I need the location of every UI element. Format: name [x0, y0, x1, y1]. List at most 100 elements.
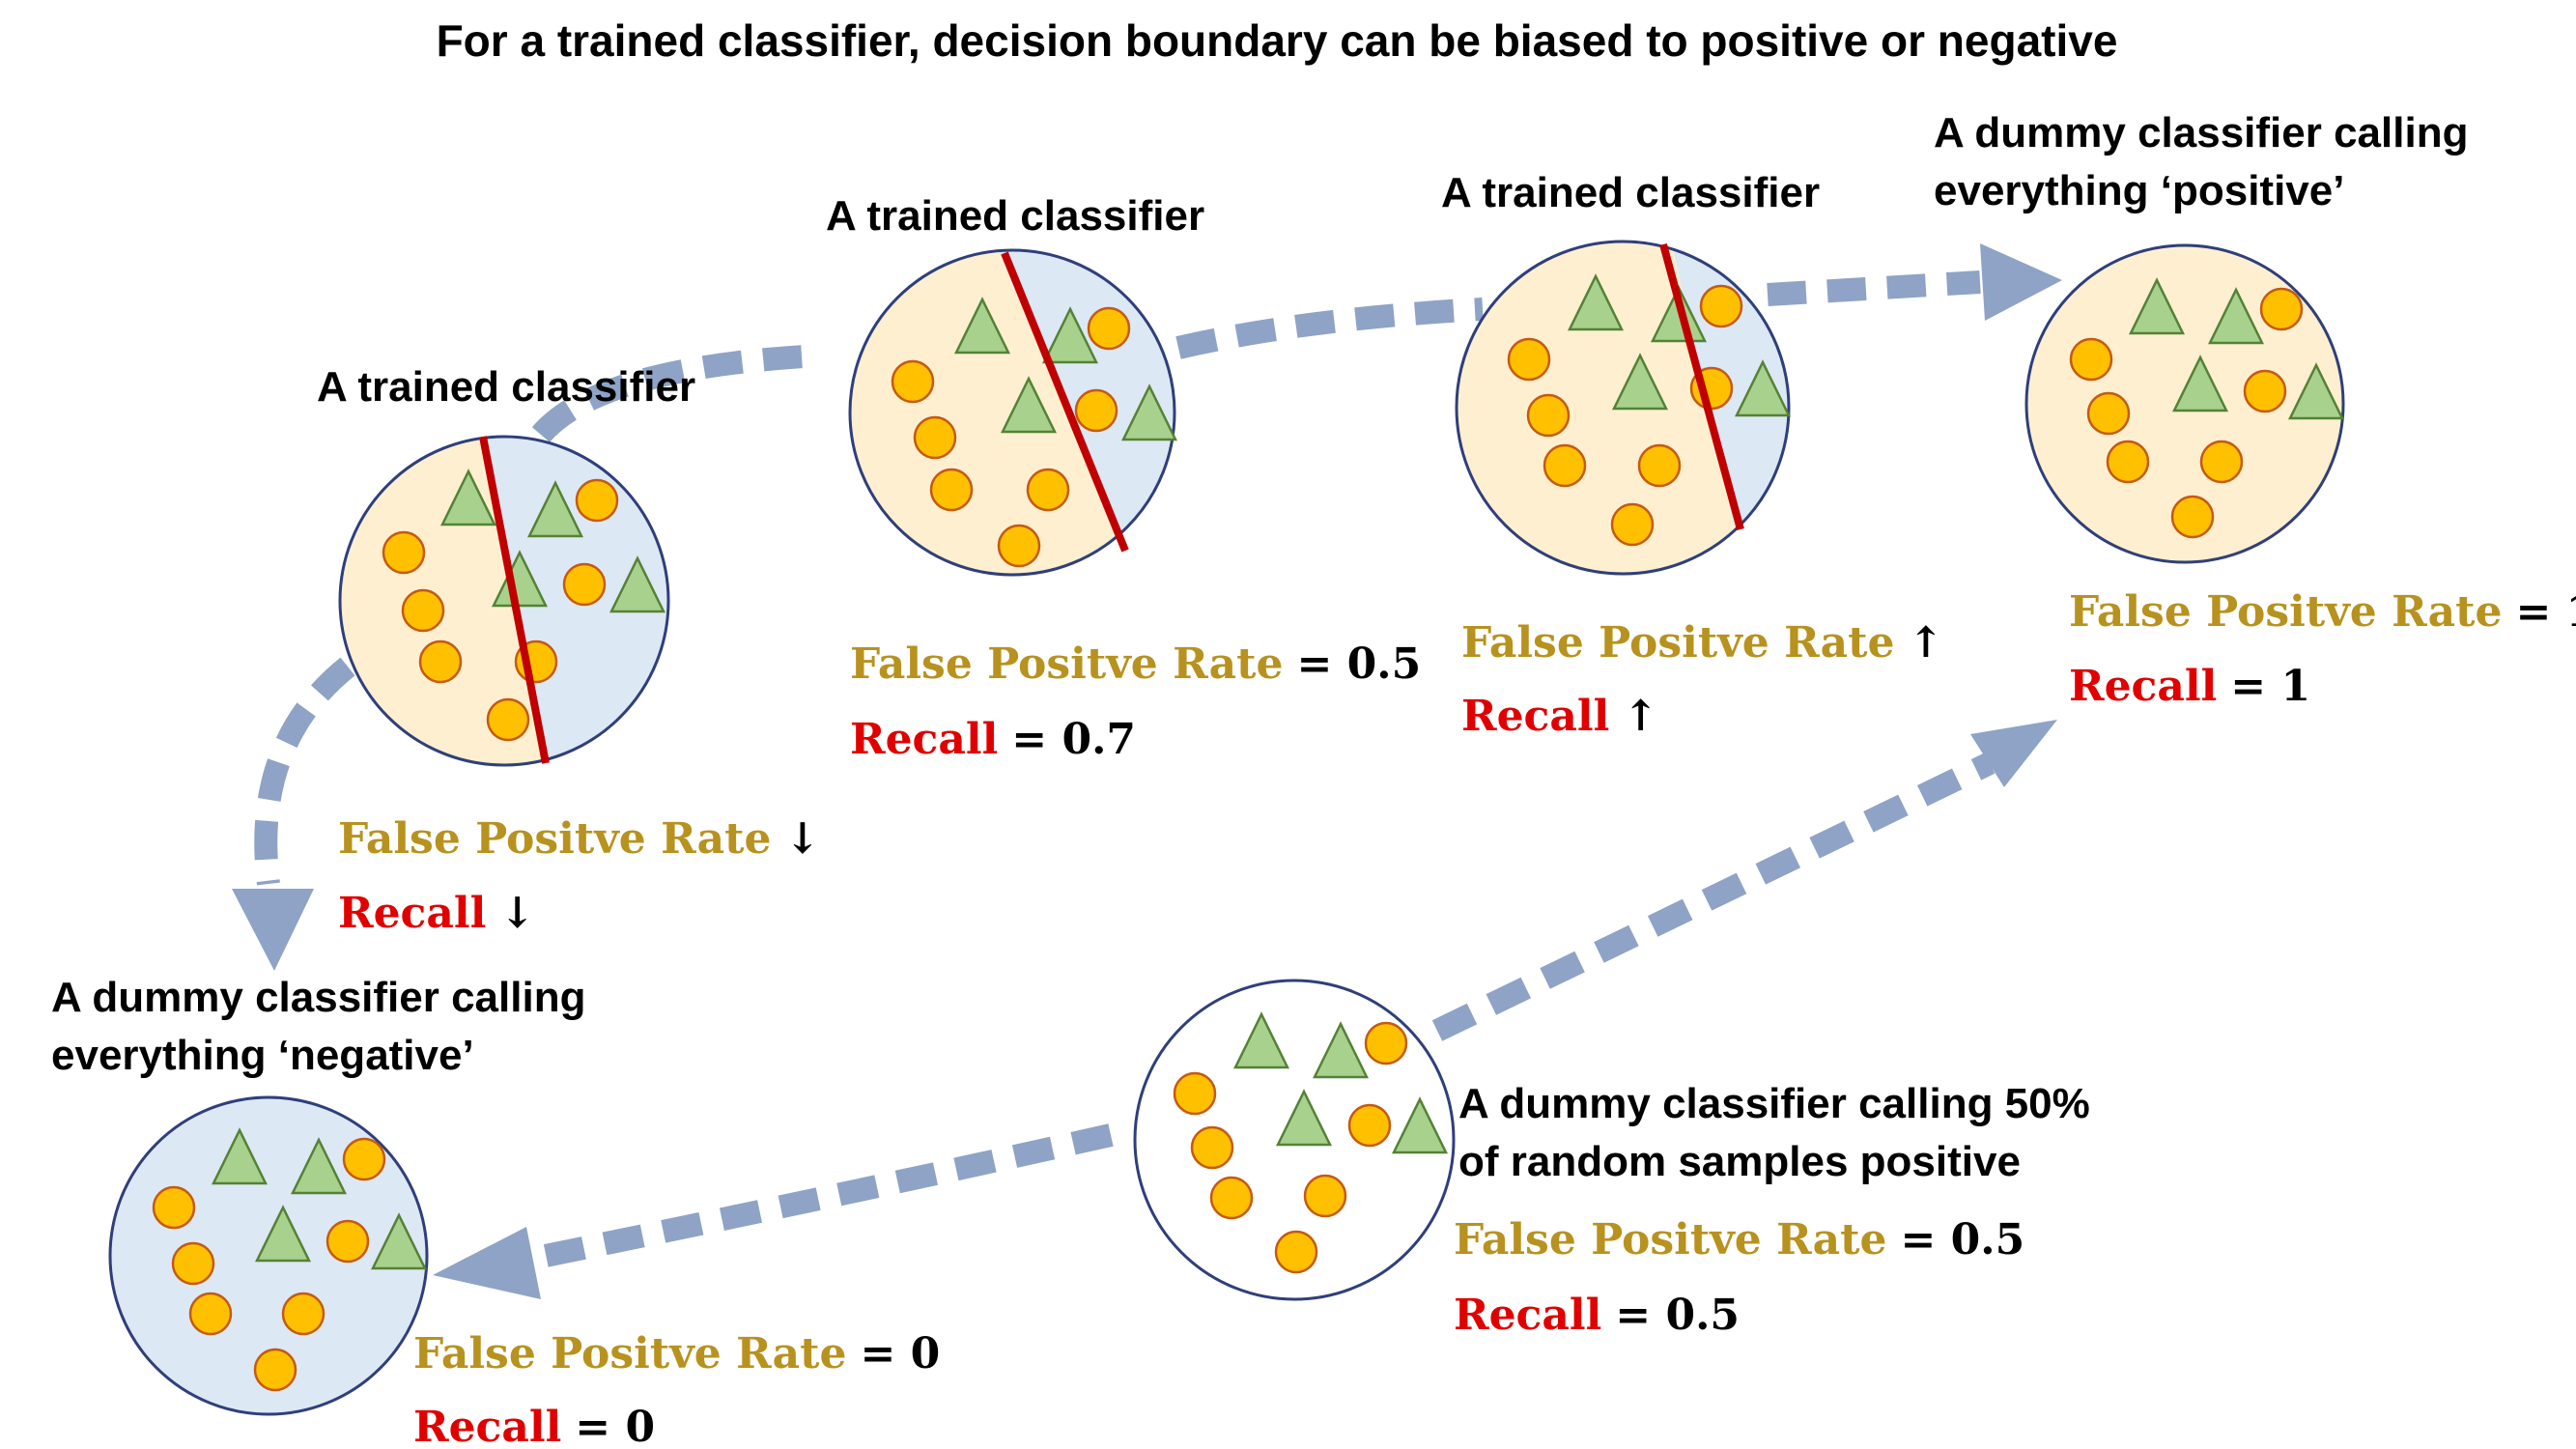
metrics-trained-1: False Positve Rate ↓ Recall ↓: [338, 814, 820, 938]
positive-sample-triangle: [439, 469, 497, 526]
negative-sample-dot: [2086, 391, 2131, 436]
recall-label: Recall: [850, 715, 998, 764]
negative-sample-dot: [2259, 287, 2304, 331]
heading-dummy-random: A dummy classifier calling 50% of random…: [1458, 1080, 2090, 1185]
svg-text:False Positve Rate↓: False Positve Rate ↓: [338, 814, 820, 864]
negative-sample-dot: [171, 1241, 215, 1286]
positive-sample-triangle: [1567, 273, 1625, 331]
fpr-value: ↑: [1909, 618, 1944, 668]
negative-sample-dot: [326, 1219, 370, 1264]
metrics-trained-3: False Positve Rate ↑ Recall ↑: [1461, 618, 1943, 741]
recall-label: Recall: [413, 1403, 561, 1449]
positive-sample-triangle: [2207, 287, 2265, 345]
heading-trained-1: A trained classifier: [317, 363, 695, 411]
svg-text:False Positve Rate= 0.5: False Positve Rate = 0.5: [850, 639, 1421, 689]
fpr-value: = 1: [2516, 587, 2576, 637]
fpr-label: False Positve Rate: [413, 1329, 847, 1378]
positive-sample-triangle: [290, 1137, 348, 1195]
negative-sample-dot: [188, 1292, 233, 1336]
negative-sample-dot: [1543, 443, 1587, 488]
svg-text:Recall= 0.7: Recall = 0.7: [850, 715, 1136, 764]
recall-label: Recall: [338, 889, 486, 938]
positive-sample-triangle: [370, 1212, 428, 1270]
negative-sample-dot: [1347, 1103, 1392, 1148]
circle-outline: [338, 435, 670, 767]
circle-outline: [848, 248, 1176, 577]
recall-label: Recall: [1454, 1291, 1601, 1340]
metrics-dummy-positive: False Positve Rate = 1 Recall = 1: [2069, 587, 2576, 711]
negative-sample-dot: [1026, 468, 1070, 512]
positive-sample-triangle: [1734, 359, 1792, 417]
negative-sample-dot: [1637, 443, 1682, 488]
positive-sample-triangle: [1312, 1021, 1370, 1079]
heading-line: everything ‘positive’: [1934, 167, 2344, 214]
negative-sample-dot: [253, 1348, 297, 1392]
heading-trained-3: A trained classifier: [1441, 169, 1820, 216]
circle-outline: [1455, 240, 1791, 576]
recall-label: Recall: [1461, 692, 1609, 741]
negative-sample-dot: [401, 588, 445, 633]
arrow-to-dummy-negative-top: [232, 657, 355, 971]
fpr-label: False Positve Rate: [1454, 1215, 1887, 1264]
positive-sample-triangle: [2287, 362, 2345, 420]
fpr-label: False Positve Rate: [850, 639, 1284, 689]
positive-sample-triangle: [254, 1205, 312, 1263]
positive-sample-triangle: [211, 1127, 269, 1185]
positive-sample-triangle: [526, 480, 584, 538]
fpr-value: = 0.5: [1901, 1215, 2025, 1264]
svg-text:Recall↑: Recall ↑: [1461, 692, 1658, 741]
positive-sample-triangle: [1041, 306, 1099, 364]
positive-sample-triangle: [1275, 1089, 1333, 1147]
svg-text:Recall= 0.5: Recall = 0.5: [1454, 1291, 1740, 1340]
decision-boundary: [479, 436, 550, 764]
negative-sample-dot: [152, 1185, 196, 1230]
negative-sample-dot: [2199, 440, 2244, 484]
arrow-random-to-negative: [433, 1123, 1114, 1299]
negative-sample-dot: [1173, 1071, 1217, 1116]
decision-boundary: [1001, 251, 1129, 553]
dummy-negative-circle: [108, 1095, 429, 1416]
recall-value: = 1: [2230, 662, 2310, 711]
negative-sample-dot: [929, 468, 974, 512]
positive-sample-triangle: [2128, 277, 2186, 335]
fpr-value: = 0: [861, 1329, 941, 1378]
heading-trained-2: A trained classifier: [826, 192, 1204, 240]
dummy-random-circle: [1133, 979, 1456, 1301]
negative-sample-dot: [1303, 1174, 1347, 1218]
fpr-label: False Positve Rate: [2069, 587, 2503, 637]
negative-sample-dot: [2170, 495, 2215, 539]
negative-sample-dot: [1074, 388, 1118, 433]
positive-sample-triangle: [1611, 353, 1669, 411]
negative-sample-dot: [1507, 337, 1551, 382]
negative-sample-dot: [1087, 306, 1131, 351]
negative-sample-dot: [2069, 337, 2113, 382]
negative-sample-dot: [2106, 440, 2150, 484]
negative-sample-dot: [281, 1292, 326, 1336]
heading-line: everything ‘negative’: [51, 1032, 474, 1079]
negative-sample-dot: [342, 1137, 386, 1181]
negative-sample-dot: [1209, 1176, 1254, 1220]
diagram-title: For a trained classifier, decision bound…: [437, 15, 2118, 66]
svg-text:Recall= 0: Recall = 0: [413, 1403, 655, 1449]
svg-text:False Positve Rate= 0.5: False Positve Rate = 0.5: [1454, 1215, 2024, 1264]
trained-classifier-circle-1: [338, 435, 670, 767]
heading-line: of random samples positive: [1458, 1138, 2021, 1185]
svg-text:False Positve Rate↑: False Positve Rate ↑: [1461, 618, 1943, 668]
svg-text:False Positve Rate= 1: False Positve Rate = 1: [2069, 587, 2576, 637]
negative-sample-dot: [1699, 284, 1743, 328]
recall-value: = 0.5: [1615, 1291, 1740, 1340]
heading-line: A trained classifier: [1441, 169, 1820, 216]
positive-sample-triangle: [1391, 1096, 1449, 1154]
negative-sample-dot: [575, 478, 619, 523]
recall-value: = 0.7: [1011, 715, 1136, 764]
metrics-dummy-negative: False Positve Rate = 0 Recall = 0: [413, 1329, 940, 1449]
heading-line: A trained classifier: [826, 192, 1204, 240]
negative-sample-dot: [2243, 369, 2287, 413]
positive-sample-triangle: [1232, 1011, 1290, 1069]
positive-sample-triangle: [2171, 355, 2229, 412]
heading-line: A trained classifier: [317, 363, 695, 411]
negative-sample-dot: [1610, 502, 1655, 547]
arrow-random-to-positive: [1431, 720, 2057, 1041]
heading-line: A dummy classifier calling 50%: [1458, 1080, 2090, 1127]
